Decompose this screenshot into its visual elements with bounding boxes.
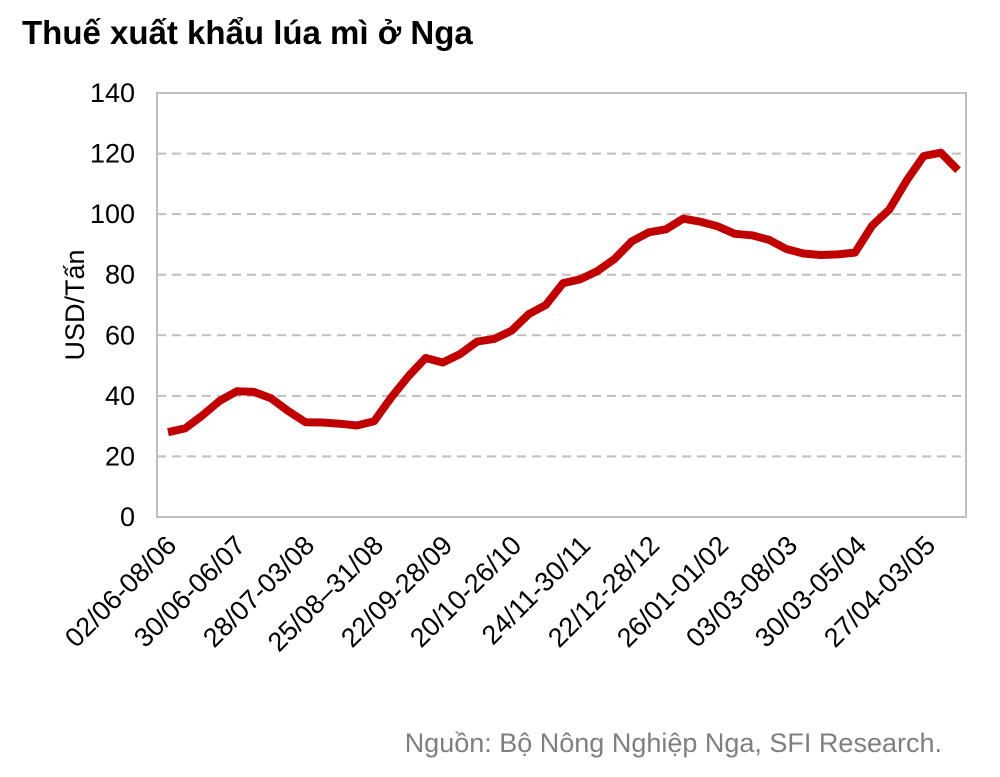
data-point: [494, 338, 495, 339]
data-point: [717, 226, 718, 227]
source-note: Nguồn: Bộ Nông Nghiệp Nga, SFI Research.: [404, 728, 942, 758]
data-point: [271, 398, 272, 399]
data-point: [751, 235, 752, 236]
data-point: [305, 422, 306, 423]
data-point: [391, 397, 392, 398]
data-point: [528, 314, 529, 315]
plot-frame: [156, 92, 967, 518]
data-point: [236, 391, 237, 392]
data-point: [288, 411, 289, 412]
data-point: [374, 421, 375, 422]
y-tick-label: 20: [105, 441, 135, 471]
data-point: [597, 271, 598, 272]
data-point: [168, 432, 169, 433]
y-tick-label: 80: [105, 260, 135, 290]
data-point: [854, 252, 855, 253]
y-axis-label: USD/Tấn: [60, 249, 90, 360]
data-point: [322, 422, 323, 423]
data-point: [769, 239, 770, 240]
y-axis-ticks: 0 20 40 60 80 100 120 140: [90, 78, 135, 532]
data-point: [786, 248, 787, 249]
data-point: [940, 152, 941, 153]
data-point: [442, 362, 443, 363]
data-point: [820, 255, 821, 256]
y-tick-label: 140: [90, 78, 135, 108]
chart-title: Thuế xuất khẩu lúa mì ở Nga: [22, 14, 473, 51]
data-point: [923, 155, 924, 156]
data-point: [683, 218, 684, 219]
data-point: [889, 209, 890, 210]
data-point: [511, 330, 512, 331]
y-tick-label: 60: [105, 320, 135, 350]
data-point: [700, 221, 701, 222]
y-tick-label: 40: [105, 381, 135, 411]
data-point: [648, 232, 649, 233]
data-point: [803, 253, 804, 254]
series-line: [167, 148, 961, 437]
y-tick-label: 100: [90, 199, 135, 229]
data-point: [906, 180, 907, 181]
data-point: [219, 401, 220, 402]
data-point: [185, 428, 186, 429]
data-point: [580, 279, 581, 280]
data-point: [477, 341, 478, 342]
data-point: [202, 415, 203, 416]
data-point: [459, 354, 460, 355]
data-point: [734, 233, 735, 234]
data-point: [339, 423, 340, 424]
data-point: [666, 229, 667, 230]
data-point: [631, 241, 632, 242]
data-point: [614, 258, 615, 259]
data-point: [545, 305, 546, 306]
data-point: [958, 170, 959, 171]
y-tick-label: 0: [120, 502, 135, 532]
data-point: [872, 225, 873, 226]
data-point: [837, 254, 838, 255]
gridlines: [157, 152, 966, 458]
data-point: [253, 391, 254, 392]
data-point: [563, 283, 564, 284]
data-point: [408, 376, 409, 377]
data-point: [425, 358, 426, 359]
y-tick-label: 120: [90, 139, 135, 169]
data-point: [356, 425, 357, 426]
x-axis-ticks: 02/06-08/0630/06-06/0728/07-03/0825/08–3…: [59, 530, 941, 657]
series-layer: [167, 148, 961, 437]
